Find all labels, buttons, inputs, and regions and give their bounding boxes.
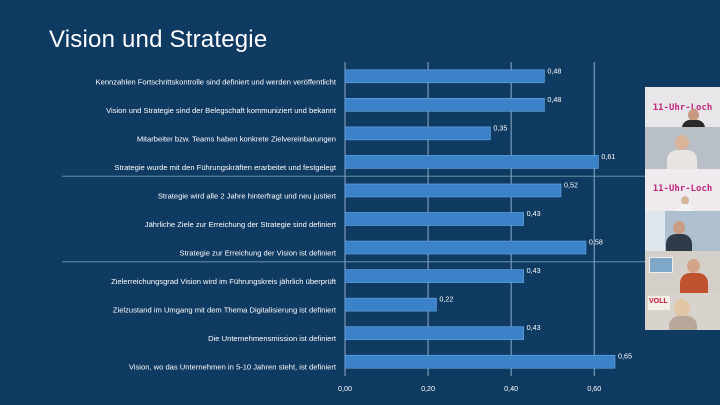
bar-9 — [344, 326, 524, 340]
bar-5 — [344, 212, 524, 226]
x-tick-label-0: 0,00 — [338, 384, 352, 393]
category-label-2: Mitarbeiter bzw. Teams haben konkrete Zi… — [137, 134, 336, 143]
value-label-5: 0,43 — [527, 209, 541, 218]
x-tick-label-3: 0,60 — [587, 384, 601, 393]
video-call-panel[interactable]: 11-Uhr-Loch 11-Uhr-Loch — [645, 87, 720, 330]
value-label-6: 0,58 — [589, 238, 603, 247]
room-banner: 11-Uhr-Loch — [652, 103, 713, 113]
bar-6 — [344, 240, 587, 255]
category-label-10: Vision, wo das Unternehmen in 5-10 Jahre… — [129, 363, 337, 372]
value-label-7: 0,43 — [527, 266, 541, 275]
value-label-10: 0,65 — [618, 352, 632, 361]
chart-title: Vision und Strategie — [49, 26, 268, 53]
bar-7 — [344, 269, 524, 283]
value-label-2: 0,35 — [493, 123, 507, 132]
participant-tile-1[interactable]: 11-Uhr-Loch — [645, 87, 720, 127]
category-label-8: Zielzustand im Umgang mit dem Thema Digi… — [113, 306, 337, 315]
participant-tile-3[interactable]: 11-Uhr-Loch — [645, 169, 720, 211]
category-label-9: Die Unternehmensmission ist definiert — [208, 334, 337, 343]
bar-4 — [344, 183, 562, 198]
bar-8 — [344, 297, 437, 312]
room-banner: 11-Uhr-Loch — [652, 184, 713, 194]
bar-1 — [344, 98, 545, 112]
x-tick-label-2: 0,40 — [504, 384, 518, 393]
bar-3 — [344, 155, 599, 169]
participant-tile-4[interactable] — [645, 211, 720, 251]
value-label-0: 0,48 — [547, 66, 561, 75]
participant-tile-2[interactable] — [645, 127, 720, 169]
category-label-7: Zielerreichungsgrad Vision wird im Führu… — [111, 277, 337, 286]
category-label-4: Strategie wird alle 2 Jahre hinterfragt … — [158, 191, 337, 200]
bar-10 — [344, 354, 616, 369]
sign-text: VOLL — [649, 298, 668, 305]
x-tick-label-1: 0,20 — [421, 384, 435, 393]
category-label-3: Strategie wurde mit den Führungskräften … — [114, 163, 337, 172]
value-label-1: 0,48 — [547, 95, 561, 104]
category-label-6: Strategie zur Erreichung der Vision ist … — [180, 249, 337, 258]
participant-tile-6[interactable]: VOLL — [645, 293, 720, 330]
value-label-3: 0,61 — [601, 152, 615, 161]
bar-chart: 0,48 Kennzahlen Fortschrittskontrolle sin… — [62, 62, 645, 393]
value-label-9: 0,43 — [527, 323, 541, 332]
bar-2 — [344, 126, 491, 141]
participant-tile-5[interactable] — [645, 251, 720, 293]
category-label-5: Jährliche Ziele zur Erreichung der Strat… — [145, 220, 337, 229]
bar-0 — [344, 69, 545, 84]
category-label-0: Kennzahlen Fortschrittskontrolle sind de… — [96, 77, 337, 86]
value-label-4: 0,52 — [564, 180, 578, 189]
sign-icon: VOLL — [648, 296, 670, 310]
category-label-1: Vision und Strategie sind der Belegschaf… — [106, 106, 337, 115]
value-label-8: 0,22 — [439, 295, 453, 304]
